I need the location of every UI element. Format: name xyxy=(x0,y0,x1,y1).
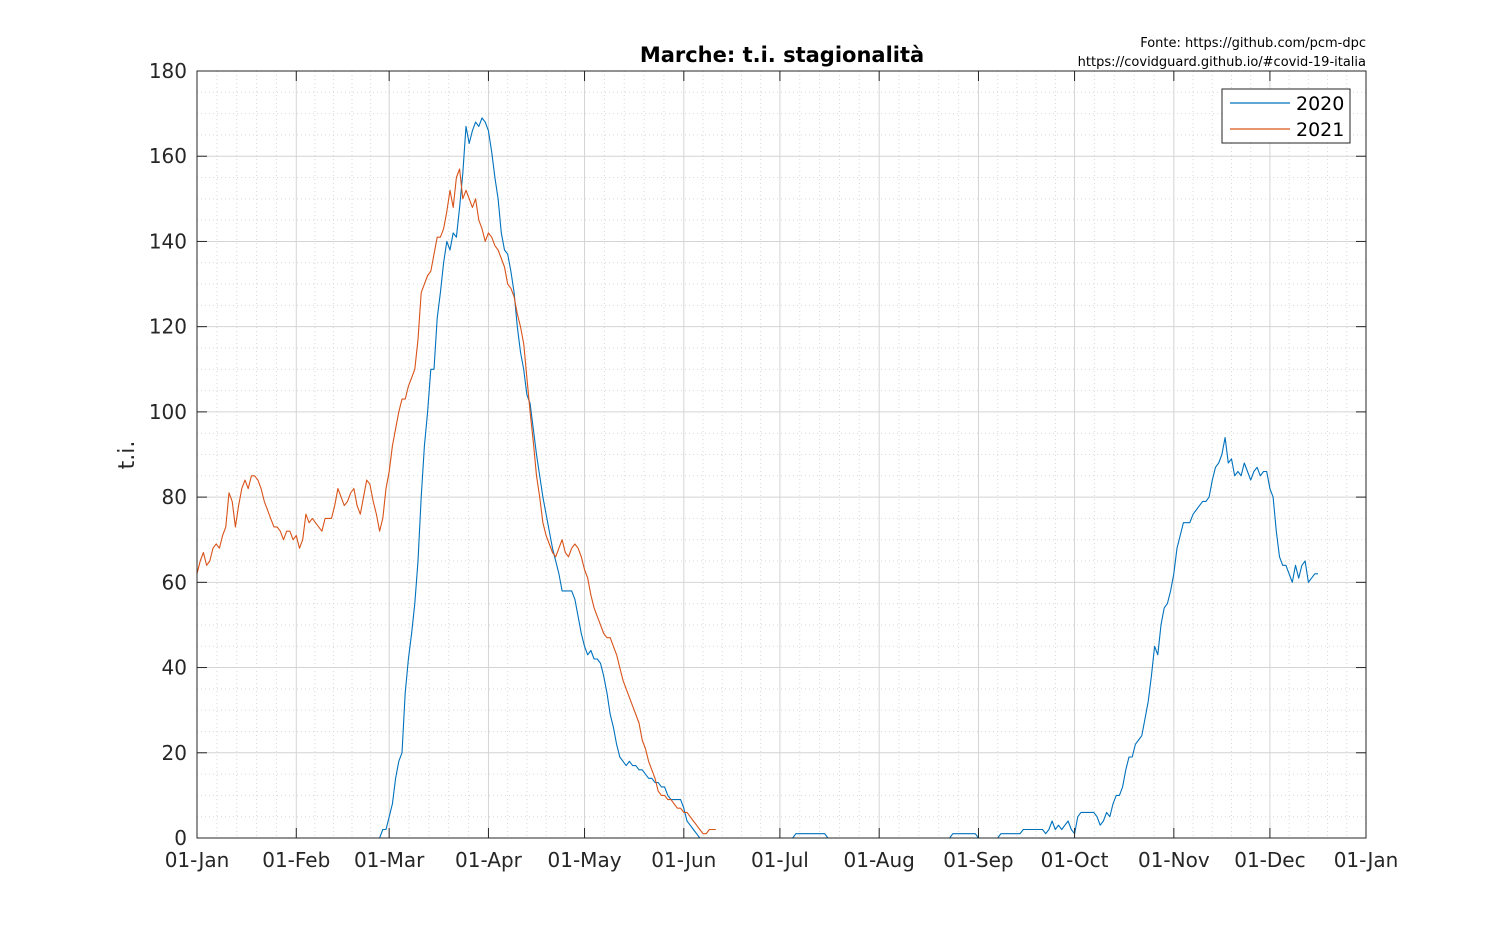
x-tick-label: 01-Apr xyxy=(455,848,523,872)
chart-title: Marche: t.i. stagionalità xyxy=(640,43,924,67)
y-tick-labels: 0 20 40 60 80 100 120 140 160 180 xyxy=(149,59,187,850)
y-tick-label: 60 xyxy=(162,570,187,594)
legend-label-2020: 2020 xyxy=(1296,93,1344,115)
x-tick-label: 01-Aug xyxy=(844,848,915,872)
y-tick-label: 0 xyxy=(174,826,187,850)
x-tick-label: 01-Feb xyxy=(262,848,330,872)
x-tick-label: 01-Jan xyxy=(165,848,230,872)
y-tick-label: 80 xyxy=(162,485,187,509)
x-tick-label: 01-Jul xyxy=(751,848,809,872)
source-line-2: https://covidguard.github.io/#covid-19-i… xyxy=(1078,55,1366,70)
ticks-layer xyxy=(196,70,1367,839)
y-axis-label: t.i. xyxy=(115,441,140,470)
x-tick-label: 01-Dec xyxy=(1234,848,1305,872)
y-tick-label: 100 xyxy=(149,400,187,424)
y-tick-label: 140 xyxy=(149,229,187,253)
source-line-1: Fonte: https://github.com/pcm-dpc xyxy=(1140,36,1366,51)
minor-grid xyxy=(197,71,1366,838)
x-tick-label: 01-Oct xyxy=(1041,848,1109,872)
legend-label-2021: 2021 xyxy=(1296,119,1344,141)
axes-box xyxy=(196,70,1367,839)
y-tick-label: 160 xyxy=(149,144,187,168)
x-tick-label: 01-Jan xyxy=(1334,848,1399,872)
x-tick-label: 01-May xyxy=(548,848,622,872)
x-tick-labels: 01-Jan 01-Feb 01-Mar 01-Apr 01-May 01-Jun 01-J… xyxy=(165,848,1399,872)
x-tick-label: 01-Nov xyxy=(1138,848,1210,872)
series-line-2021 xyxy=(196,168,716,835)
y-tick-label: 180 xyxy=(149,59,187,83)
x-tick-label: 01-Jun xyxy=(651,848,716,872)
y-tick-label: 40 xyxy=(162,656,187,680)
legend: 2020 2021 xyxy=(1221,88,1351,144)
x-tick-label: 01-Sep xyxy=(943,848,1013,872)
series-layer xyxy=(196,117,1318,839)
x-tick-label: 01-Mar xyxy=(354,848,425,872)
legend-box xyxy=(1221,88,1351,144)
series-line-2020 xyxy=(373,117,1318,839)
y-tick-label: 20 xyxy=(162,741,187,765)
y-tick-label: 120 xyxy=(149,315,187,339)
